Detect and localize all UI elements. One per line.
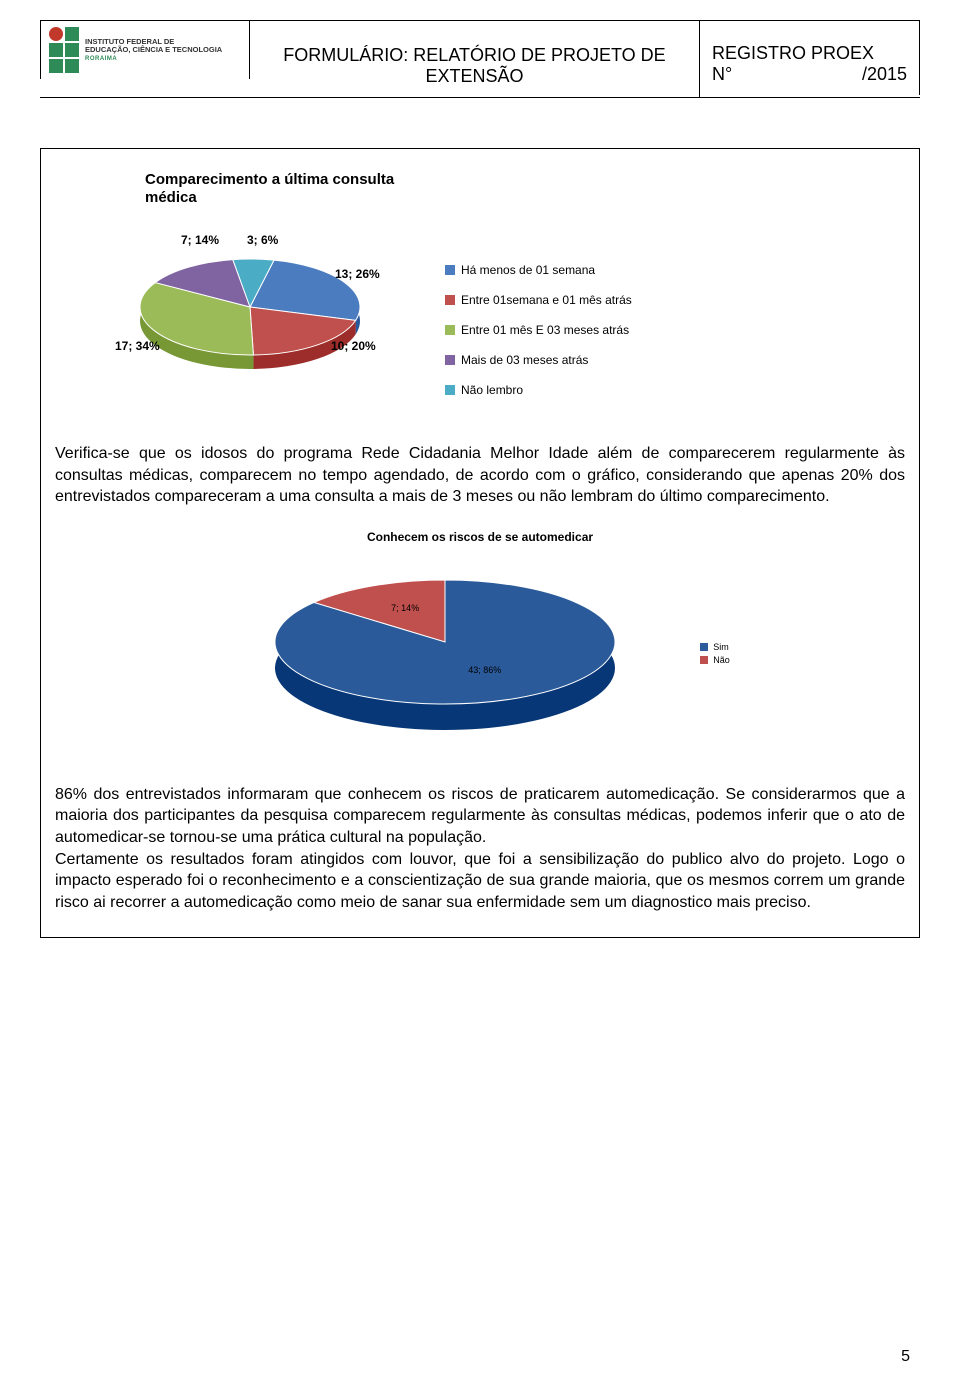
logo-cell: INSTITUTO FEDERAL DE EDUCAÇÃO, CIÊNCIA E… [40, 20, 250, 79]
page: INSTITUTO FEDERAL DE EDUCAÇÃO, CIÊNCIA E… [0, 0, 960, 1380]
form-title-line2: EXTENSÃO [260, 66, 689, 87]
legend-label: Entre 01 mês E 03 meses atrás [461, 323, 629, 337]
legend-label: Entre 01semana e 01 mês atrás [461, 293, 632, 307]
legend-label: Mais de 03 meses atrás [461, 353, 588, 367]
legend-label: Sim [713, 642, 729, 652]
legend-item: Há menos de 01 semana [445, 263, 632, 277]
paragraph-1: Verifica-se que os idosos do programa Re… [55, 443, 905, 508]
legend-item: Não [700, 655, 730, 665]
chart1-pie-svg [55, 227, 415, 397]
chart1-pie: 3; 6% 7; 14% 13; 26% 10; 20% 17; 34% [55, 227, 415, 397]
reg-line2: N° /2015 [712, 64, 907, 85]
legend-label: Não lembro [461, 383, 523, 397]
chart1-label-1: 10; 20% [331, 339, 376, 353]
legend-item: Sim [700, 642, 730, 652]
legend-swatch [445, 385, 455, 395]
legend-swatch [700, 656, 708, 664]
chart1-title: Comparecimento a última consulta médica [145, 171, 905, 207]
chart1-label-2: 17; 34% [115, 339, 160, 353]
page-header: INSTITUTO FEDERAL DE EDUCAÇÃO, CIÊNCIA E… [40, 20, 920, 98]
chart1-legend: Há menos de 01 semana Entre 01semana e 0… [445, 247, 632, 413]
chart2-pie-svg: 7; 14% 43; 86% [230, 554, 660, 754]
chart2: 7; 14% 43; 86% Sim Não [55, 554, 905, 754]
register-box: REGISTRO PROEX N° /2015 [700, 20, 920, 95]
paragraph-2: 86% dos entrevistados informaram que con… [55, 784, 905, 849]
chart2-title: Conhecem os riscos de se automedicar [55, 530, 905, 544]
logo-icon [49, 27, 79, 73]
legend-item: Entre 01 mês E 03 meses atrás [445, 323, 632, 337]
form-title: FORMULÁRIO: RELATÓRIO DE PROJETO DE EXTE… [250, 20, 700, 97]
logo-line2: EDUCAÇÃO, CIÊNCIA E TECNOLOGIA [85, 46, 222, 54]
legend-item: Mais de 03 meses atrás [445, 353, 632, 367]
legend-swatch [700, 643, 708, 651]
page-number: 5 [901, 1348, 910, 1366]
chart1-label-3: 7; 14% [181, 233, 219, 247]
legend-swatch [445, 295, 455, 305]
chart2-legend: Sim Não [700, 639, 730, 668]
chart1: 3; 6% 7; 14% 13; 26% 10; 20% 17; 34% Há … [55, 227, 905, 413]
legend-label: Há menos de 01 semana [461, 263, 595, 277]
svg-text:7; 14%: 7; 14% [391, 603, 419, 613]
chart1-title-line2: médica [145, 189, 197, 206]
chart2-pie: 7; 14% 43; 86% [230, 554, 660, 754]
legend-swatch [445, 265, 455, 275]
chart1-label-0: 13; 26% [335, 267, 380, 281]
logo-text: INSTITUTO FEDERAL DE EDUCAÇÃO, CIÊNCIA E… [85, 38, 222, 63]
legend-swatch [445, 325, 455, 335]
legend-item: Não lembro [445, 383, 632, 397]
chart1-label-4: 3; 6% [247, 233, 278, 247]
form-title-line1: FORMULÁRIO: RELATÓRIO DE PROJETO DE [260, 45, 689, 66]
reg-n-label: N° [712, 64, 732, 85]
legend-item: Entre 01semana e 01 mês atrás [445, 293, 632, 307]
legend-swatch [445, 355, 455, 365]
reg-line1: REGISTRO PROEX [712, 43, 907, 64]
svg-text:43; 86%: 43; 86% [469, 665, 502, 675]
legend-label: Não [713, 655, 730, 665]
chart1-title-line1: Comparecimento a última consulta [145, 171, 394, 188]
content-box: Comparecimento a última consulta médica … [40, 148, 920, 938]
logo-sub: RORAIMA [85, 56, 222, 62]
paragraph-3: Certamente os resultados foram atingidos… [55, 849, 905, 914]
reg-year: /2015 [862, 64, 907, 85]
